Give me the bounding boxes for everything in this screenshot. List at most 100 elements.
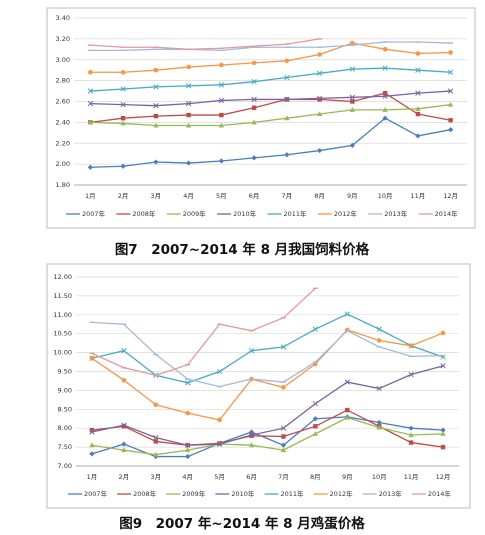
line	[90, 38, 320, 50]
point	[376, 424, 382, 430]
point	[284, 58, 290, 64]
point	[121, 377, 127, 383]
legend-label: 2014年	[435, 209, 459, 218]
x-tick-label: 12月	[443, 192, 458, 200]
point	[284, 96, 290, 103]
line	[91, 313, 444, 384]
point	[120, 101, 126, 108]
y-tick-label: 2.40	[56, 118, 70, 126]
x-tick-label: 6月	[246, 473, 257, 481]
line	[90, 67, 451, 92]
point	[344, 379, 350, 385]
point	[312, 431, 319, 436]
point	[248, 348, 255, 354]
point	[89, 429, 95, 435]
point	[251, 60, 257, 66]
line	[90, 92, 451, 124]
point	[89, 442, 95, 448]
y-tick-label: 7.00	[58, 462, 72, 470]
point	[185, 453, 191, 460]
point	[415, 133, 421, 139]
point	[153, 103, 159, 109]
line	[90, 117, 451, 168]
point	[376, 338, 382, 343]
point	[121, 422, 127, 428]
y-tick-label: 8.50	[58, 405, 72, 413]
line	[90, 42, 451, 73]
chart-frame	[46, 263, 471, 509]
x-tick-label: 1月	[85, 192, 96, 200]
point	[280, 344, 287, 350]
line	[90, 103, 451, 127]
y-tick-label: 8.00	[58, 424, 72, 432]
point	[317, 147, 323, 154]
legend-label: 2013年	[379, 489, 403, 498]
point	[440, 330, 446, 336]
caption: 图9 2007 年~2014 年 8 月鸡蛋价格	[119, 515, 365, 532]
point	[349, 66, 356, 72]
point	[415, 106, 421, 111]
point	[284, 115, 290, 121]
point	[89, 427, 95, 433]
legend-label: 2009年	[183, 209, 207, 218]
point	[408, 432, 414, 438]
point	[440, 444, 446, 450]
point	[382, 47, 388, 52]
legend-label: 2014年	[428, 489, 452, 498]
point	[120, 116, 126, 121]
point	[218, 97, 225, 104]
point	[248, 432, 255, 438]
point	[248, 442, 255, 448]
point	[447, 69, 454, 75]
point	[440, 363, 446, 369]
point	[153, 122, 159, 128]
legend-label: 2008年	[133, 489, 157, 498]
point	[185, 410, 191, 416]
point	[317, 97, 322, 102]
point	[448, 50, 453, 55]
x-tick-label: 10月	[378, 192, 393, 200]
point	[415, 51, 421, 56]
point	[251, 79, 257, 85]
point	[121, 424, 127, 429]
x-tick-label: 2月	[118, 192, 129, 200]
x-tick-label: 3月	[151, 192, 162, 200]
legend-label: 2011年	[284, 209, 308, 218]
point	[89, 355, 95, 361]
point	[218, 82, 225, 88]
point	[251, 105, 257, 110]
point	[345, 407, 350, 413]
point	[120, 163, 126, 169]
y-tick-label: 12.00	[53, 273, 72, 281]
legend-label: 2010年	[231, 489, 255, 498]
point	[447, 88, 454, 94]
point	[153, 159, 159, 165]
point	[280, 447, 287, 453]
x-tick-label: 2月	[119, 473, 130, 481]
x-tick-label: 9月	[342, 473, 353, 481]
point	[350, 40, 355, 46]
y-tick-label: 1.80	[56, 181, 70, 189]
point	[219, 112, 224, 118]
point	[440, 431, 446, 436]
point	[316, 70, 323, 76]
point	[185, 122, 192, 128]
point	[447, 101, 454, 107]
point	[120, 120, 126, 126]
point	[382, 93, 388, 99]
y-tick-label: 9.50	[58, 368, 72, 376]
point	[185, 447, 191, 453]
point	[281, 434, 286, 439]
y-tick-label: 3.20	[56, 35, 70, 43]
point	[185, 380, 191, 386]
point	[313, 424, 318, 429]
point	[448, 118, 453, 123]
point	[382, 107, 388, 112]
x-tick-label: 4月	[183, 192, 194, 200]
point	[316, 95, 323, 102]
line	[91, 365, 444, 446]
y-tick-label: 2.60	[56, 98, 70, 106]
point	[382, 65, 388, 71]
point	[408, 440, 414, 445]
x-tick-label: 5月	[216, 192, 227, 200]
